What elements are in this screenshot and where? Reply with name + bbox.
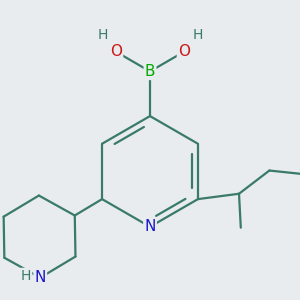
Text: H: H: [192, 28, 203, 42]
Text: B: B: [145, 64, 155, 79]
Text: N: N: [34, 270, 46, 285]
Text: H: H: [21, 269, 31, 283]
Text: N: N: [144, 219, 156, 234]
Text: H: H: [97, 28, 108, 42]
Text: O: O: [178, 44, 190, 59]
Text: O: O: [110, 44, 122, 59]
